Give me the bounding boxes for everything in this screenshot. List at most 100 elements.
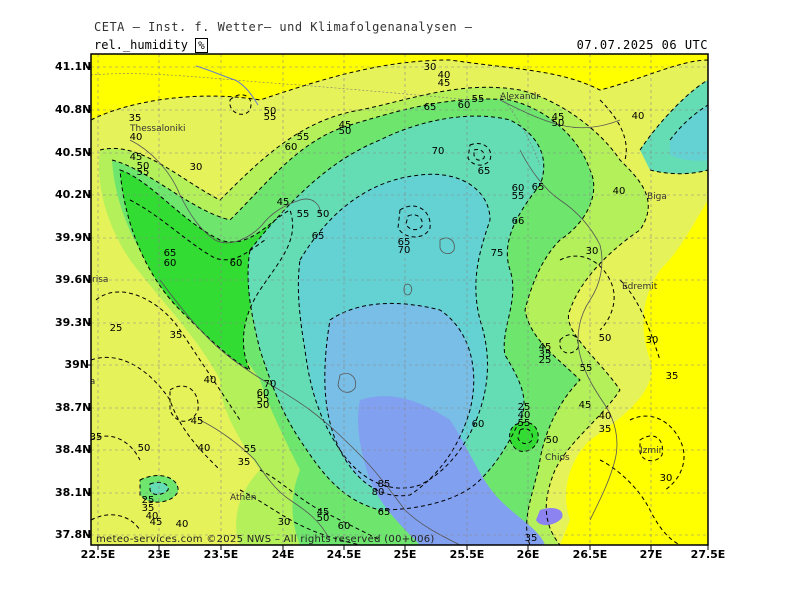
place-larisa: risa: [92, 275, 108, 285]
contour-label: 66: [512, 216, 525, 227]
contour-label: 40: [613, 186, 626, 197]
contour-label: 50: [599, 333, 612, 344]
lon-label-22-5e: 22.5E: [80, 548, 116, 561]
contour-label: 65: [378, 507, 391, 518]
contour-label: 85: [378, 479, 391, 490]
contour-label: 25: [142, 495, 155, 506]
contour-label: 60: [257, 388, 270, 399]
lat-label-39-6n: 39.6N: [55, 273, 92, 286]
place-thessaloniki: Thessaloniki: [129, 124, 186, 134]
lat-label-38-1n: 38.1N: [55, 486, 92, 499]
contour-label: 65: [532, 182, 545, 193]
contour-label: 40: [632, 111, 645, 122]
contour-label: 65: [398, 237, 411, 248]
contour-label: 50: [138, 443, 151, 454]
lat-label-39-9n: 39.9N: [55, 231, 92, 244]
contour-label: 50: [552, 118, 565, 129]
contour-label: 55: [518, 418, 531, 429]
contour-label: 40: [146, 511, 159, 522]
contour-label: 65: [424, 102, 437, 113]
contour-label: 50: [317, 513, 330, 524]
parameter-label: rel._humidity %: [94, 38, 208, 53]
north-blob: [468, 143, 491, 166]
contour-label: 45: [130, 152, 143, 163]
contour-label: 60: [458, 100, 471, 111]
contour-label: 45: [191, 416, 204, 427]
lon-label-26e: 26E: [516, 548, 540, 561]
ne-cyan-zone: [670, 105, 708, 161]
contour-label: 45: [339, 120, 352, 131]
contour-label: 55: [580, 363, 593, 374]
contour-label: 70: [264, 379, 277, 390]
contour-label: 35: [599, 424, 612, 435]
footer-credit: meteo-services.com ©2025 NWS – All right…: [96, 534, 435, 545]
lon-label-26-5e: 26.5E: [572, 548, 608, 561]
lon-label-23e: 23E: [147, 548, 171, 561]
place-izmir: Izmir: [640, 446, 663, 456]
contour-label: 60: [472, 419, 485, 430]
lon-label-27-5e: 27.5E: [690, 548, 726, 561]
contour-label: 60: [230, 258, 243, 269]
contour-label: 70: [398, 245, 411, 256]
contour-label: 25: [539, 355, 552, 366]
parameter-name: rel._humidity: [94, 38, 188, 52]
contour-label: 55: [472, 94, 485, 105]
contour-label: 30: [646, 335, 659, 346]
contour-label: 45: [552, 112, 565, 123]
contour-label: 35: [142, 503, 155, 514]
lon-label-25e: 25E: [393, 548, 417, 561]
lat-label-39-3n: 39.3N: [55, 316, 92, 329]
contour-label: 50: [137, 161, 150, 172]
lat-label-38-4n: 38.4N: [55, 443, 92, 456]
map-frame: [90, 53, 709, 546]
lon-label-24-5e: 24.5E: [326, 548, 362, 561]
contour-label: 35: [539, 349, 552, 360]
contour-label: 30: [278, 517, 291, 528]
contour-label: 40: [130, 132, 143, 143]
contour-label: 65: [312, 231, 325, 242]
contour-label: 45: [150, 517, 163, 528]
place-labels: Thessaloniki Alexandr Biga Edremit Lamia…: [91, 92, 667, 503]
contour-label: 75: [491, 248, 504, 259]
contour-label: 35: [666, 371, 679, 382]
contour-label: 55: [297, 132, 310, 143]
contour-label: 40: [198, 443, 211, 454]
contour-label: 40: [599, 411, 612, 422]
contour-label: 65: [478, 166, 491, 177]
lat-label-38-7n: 38.7N: [55, 401, 92, 414]
lon-label-27e: 27E: [639, 548, 663, 561]
grid: [91, 54, 708, 545]
contour-label: 45: [579, 400, 592, 411]
purple-zone: [536, 507, 563, 526]
brightgreen-zone: [120, 170, 293, 370]
contour-label: 60: [512, 183, 525, 194]
chios-blob: [509, 422, 539, 452]
contour-label: 65: [164, 248, 177, 259]
contour-label: 55: [512, 191, 525, 202]
contour-label: 55: [257, 394, 270, 405]
lon-label-23-5e: 23.5E: [203, 548, 239, 561]
contour-label: 70: [432, 146, 445, 157]
contour-label: 25: [518, 402, 531, 413]
contour-label: 50: [339, 126, 352, 137]
contour-label: 60: [285, 142, 298, 153]
lat-label-41-1n: 41.1N: [55, 60, 92, 73]
contour-label: 40: [176, 519, 189, 530]
contour-label: 40: [438, 70, 451, 81]
contour-label: 45: [438, 78, 451, 89]
contour-label: 50: [264, 106, 277, 117]
contour-label: 35: [90, 432, 103, 443]
contour-label: 25: [110, 323, 123, 334]
contour-label: 35: [129, 113, 142, 124]
lat-label-37-8n: 37.8N: [55, 528, 92, 541]
contour-label: 80: [372, 487, 385, 498]
map-ticks: [86, 66, 709, 550]
forecast-datetime: 07.07.2025 06 UTC: [576, 38, 708, 52]
contour-label: 35: [525, 533, 538, 544]
map-area: Thessaloniki Alexandr Biga Edremit Lamia…: [90, 54, 708, 545]
unit-box: %: [195, 38, 208, 53]
border-lines: [91, 73, 541, 166]
place-alexandr: Alexandr: [500, 92, 540, 102]
